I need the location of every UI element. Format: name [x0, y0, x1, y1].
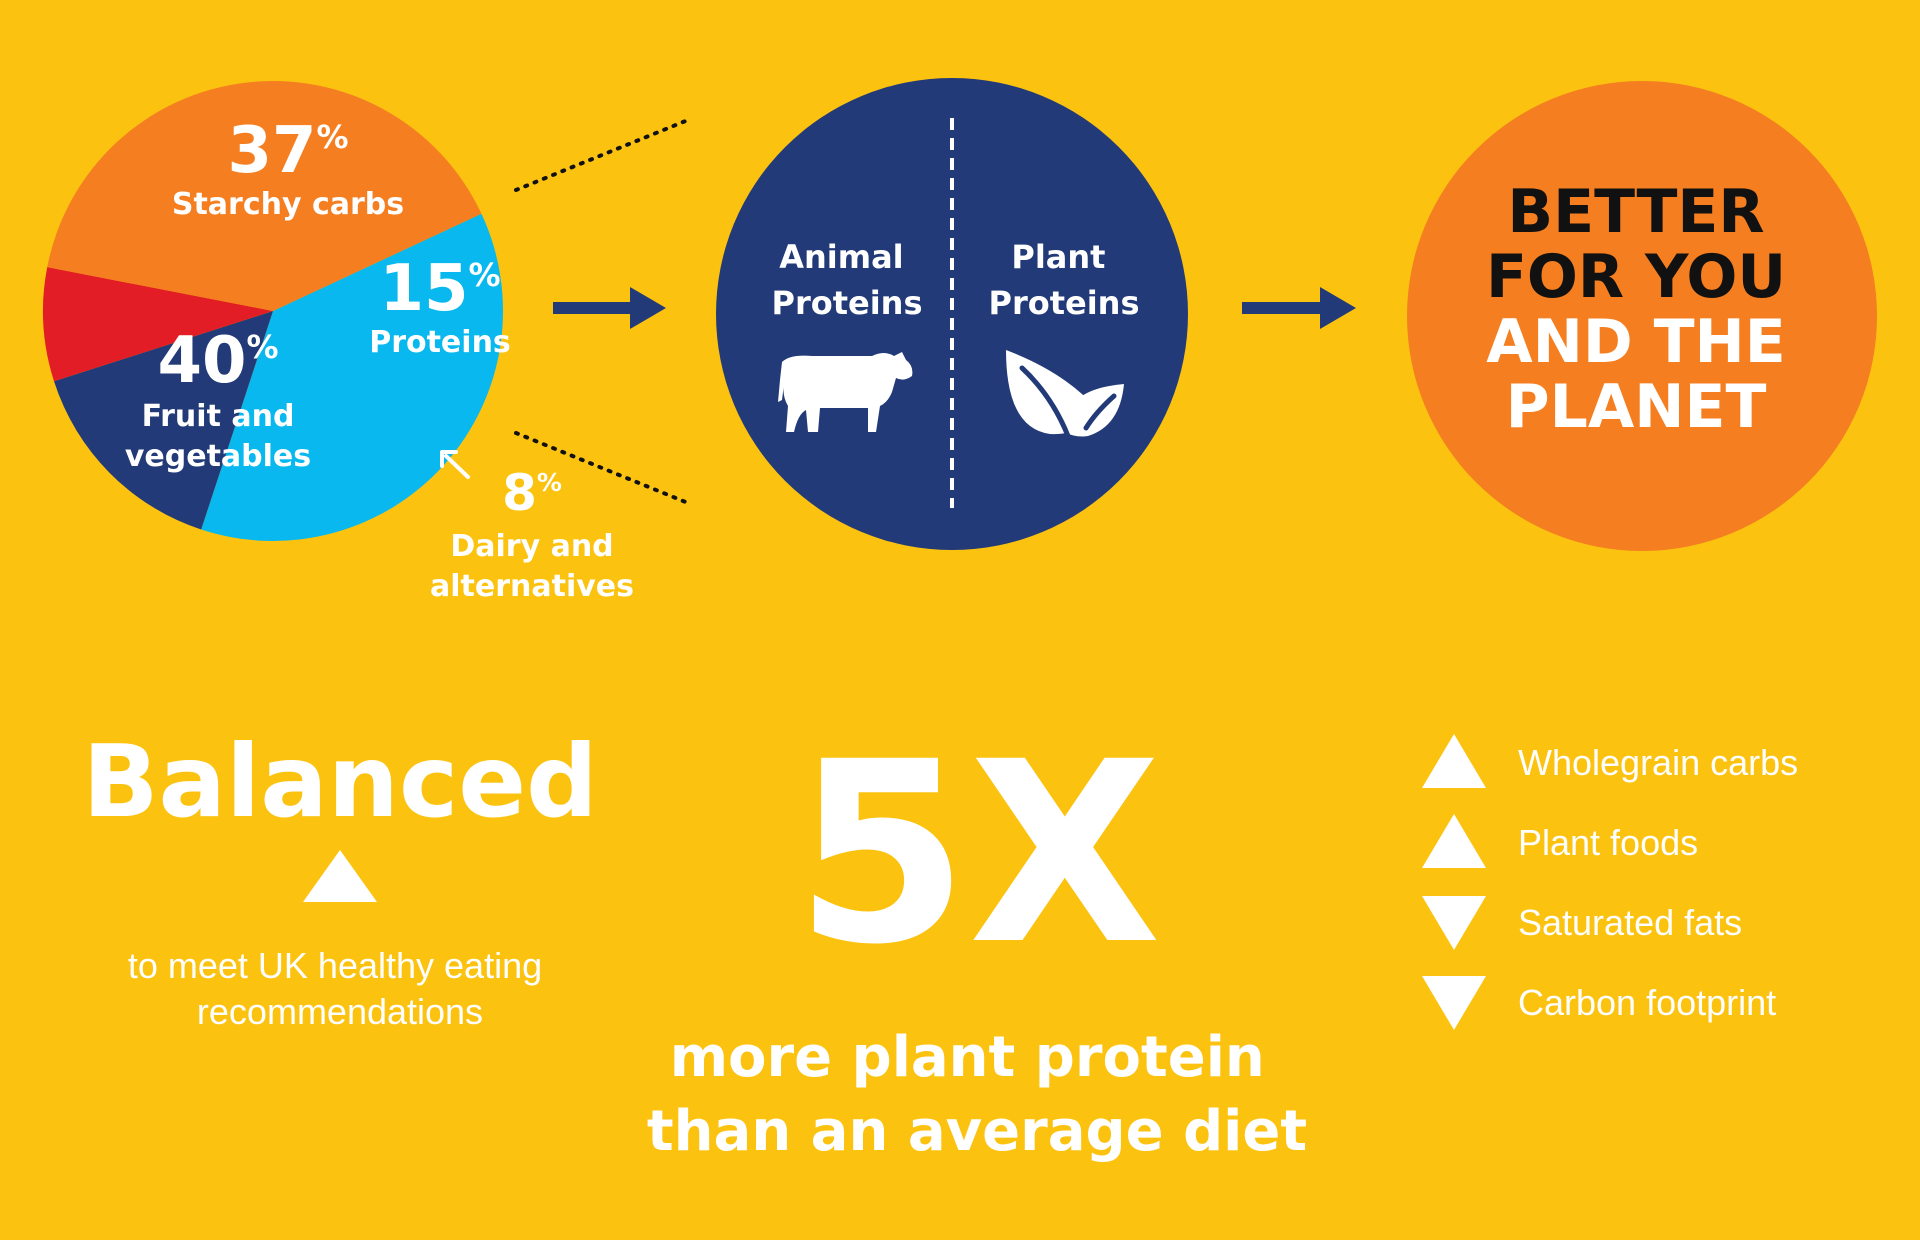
- result-line-4: PLANET: [1506, 372, 1767, 442]
- zoom-line-bottom: [514, 431, 690, 505]
- diet-pie-chart: [42, 80, 503, 542]
- cow-icon: [778, 352, 913, 432]
- indicator-item: Saturated fats: [1422, 896, 1742, 950]
- dairy-pointer-arrow: [440, 450, 470, 479]
- slice-label-fruit-veg-1: Fruit and: [142, 399, 295, 434]
- result-line-3: AND THE: [1486, 307, 1785, 377]
- pie-slice-proteins: [54, 311, 273, 530]
- slice-value-starchy-carbs: 37%: [227, 114, 348, 188]
- multiplier-caption: more plant protein than an average diet: [647, 1025, 1307, 1164]
- slice-label-dairy-1: Dairy and: [450, 529, 613, 564]
- pie-slice-starchy-carbs: [201, 213, 503, 542]
- triangle-down-icon: [1422, 976, 1486, 1030]
- balanced-title: Balanced: [82, 723, 597, 840]
- triangle-down-icon: [1422, 896, 1486, 950]
- slice-value-dairy: 8%: [502, 464, 562, 522]
- indicator-item: Plant foods: [1422, 814, 1698, 868]
- slice-label-starchy-carbs: Starchy carbs: [172, 187, 404, 222]
- leaf-vein: [1019, 365, 1117, 439]
- arrow-right-icon: [553, 287, 666, 329]
- plant-proteins-label: Plant Proteins: [988, 238, 1139, 322]
- arrow-right-icon: [1242, 287, 1356, 329]
- slice-label-dairy-2: alternatives: [430, 569, 634, 604]
- slice-value-fruit-veg: 40%: [157, 324, 278, 398]
- balanced-caption: to meet UK healthy eating recommendation…: [128, 945, 552, 1032]
- slice-label-proteins: Proteins: [369, 325, 511, 360]
- triangle-up-icon: [303, 850, 377, 902]
- multiplier-block: 5X more plant protein than an average di…: [647, 708, 1307, 1164]
- pie-labels: 37%Starchy carbs 15%Proteins 40%Fruit and v…: [125, 114, 634, 604]
- indicator-label: Carbon footprint: [1518, 982, 1776, 1023]
- indicator-label: Saturated fats: [1518, 902, 1742, 943]
- protein-split-circle: Animal Proteins Plant Proteins: [716, 78, 1188, 550]
- indicator-item: Wholegrain carbs: [1422, 734, 1798, 788]
- indicator-label: Plant foods: [1518, 822, 1698, 863]
- animal-proteins-label: Animal Proteins: [771, 238, 922, 322]
- indicator-item: Carbon footprint: [1422, 976, 1776, 1030]
- result-circle: BETTER FOR YOU AND THE PLANET: [1407, 81, 1877, 551]
- slice-value-proteins: 15%: [379, 252, 500, 326]
- result-line-2: FOR YOU: [1486, 242, 1786, 312]
- multiplier-value: 5X: [795, 708, 1162, 999]
- triangle-up-icon: [1422, 814, 1486, 868]
- triangle-up-icon: [1422, 734, 1486, 788]
- slice-label-fruit-veg-2: vegetables: [125, 439, 311, 474]
- pie-slice-dairy: [42, 267, 274, 382]
- pie-slice-fruit-veg: [47, 80, 482, 312]
- result-line-1: BETTER: [1507, 177, 1764, 247]
- indicator-label: Wholegrain carbs: [1518, 742, 1798, 783]
- zoom-line-top: [514, 118, 690, 192]
- balanced-block: Balanced to meet UK healthy eating recom…: [82, 723, 597, 1032]
- indicator-list: Wholegrain carbs Plant foods Saturated fat…: [1422, 734, 1798, 1030]
